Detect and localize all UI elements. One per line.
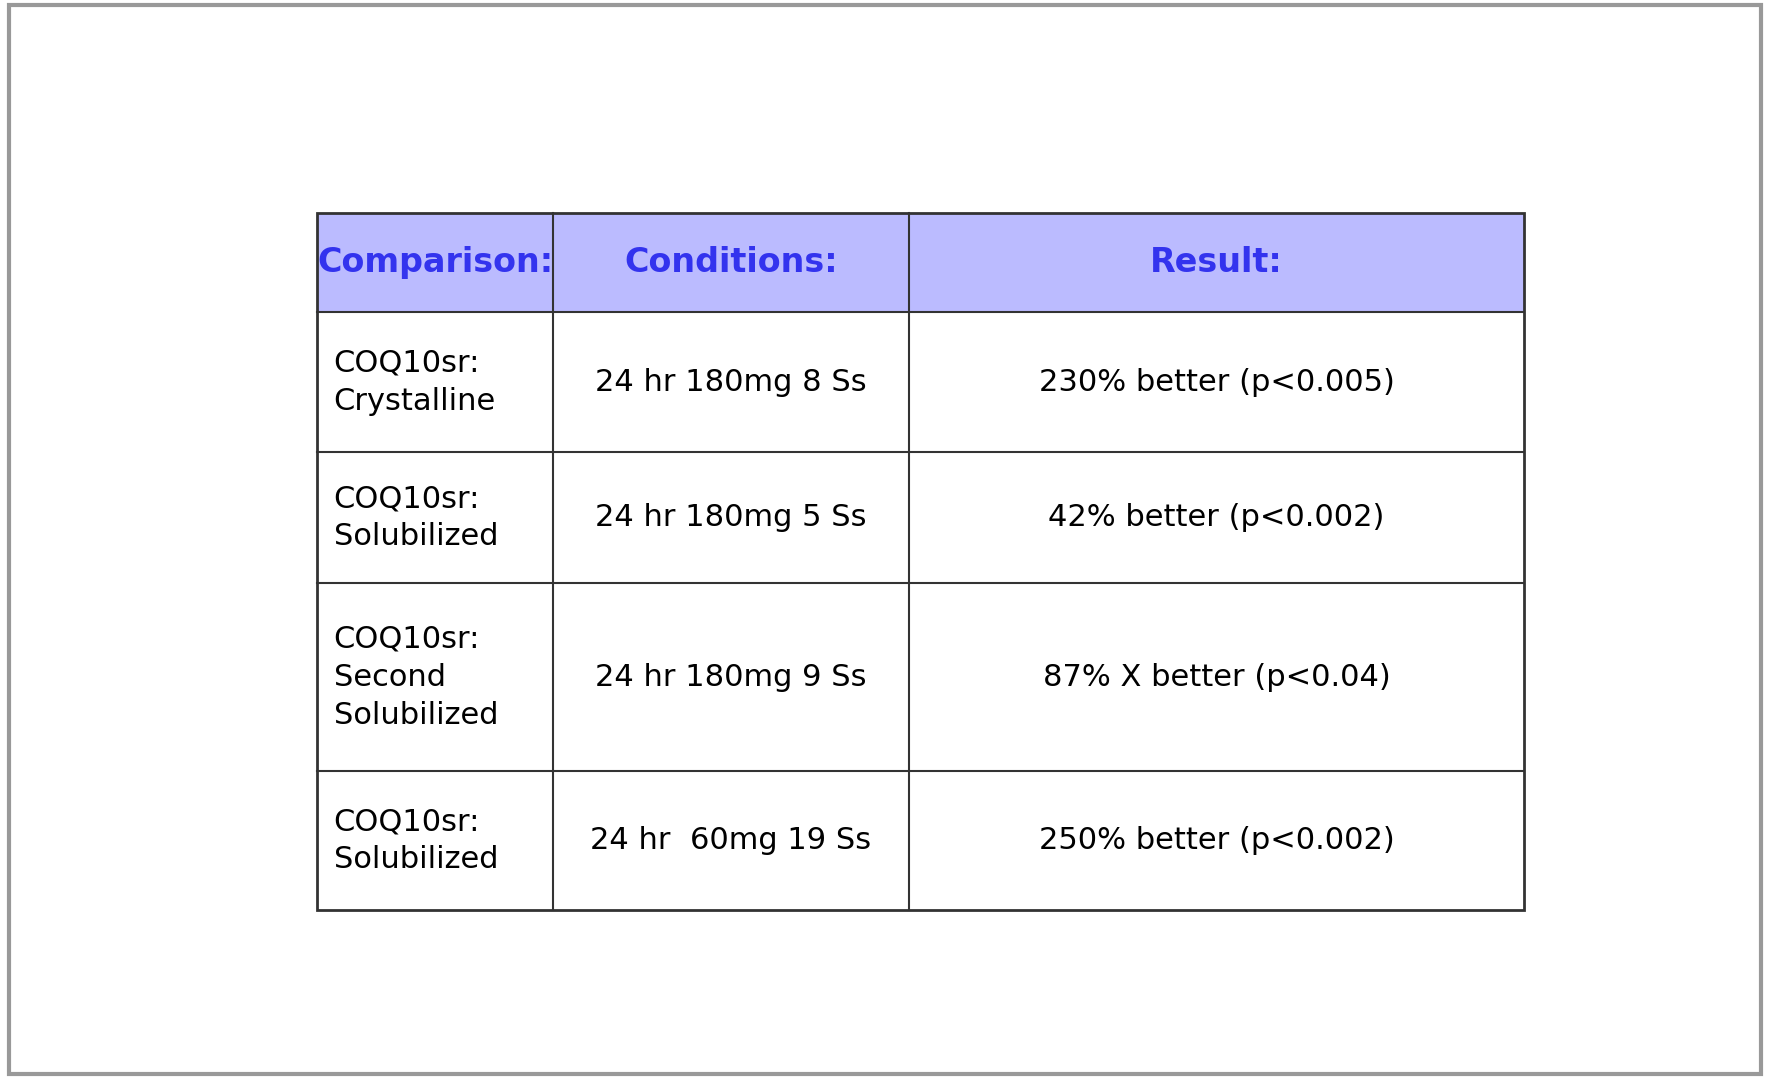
Text: 24 hr  60mg 19 Ss: 24 hr 60mg 19 Ss [589, 827, 871, 856]
Text: COQ10sr:
Crystalline: COQ10sr: Crystalline [335, 349, 496, 415]
Text: 250% better (p<0.002): 250% better (p<0.002) [1039, 827, 1395, 856]
Text: COQ10sr:
Solubilized: COQ10sr: Solubilized [335, 484, 497, 551]
Text: 87% X better (p<0.04): 87% X better (p<0.04) [1043, 663, 1391, 692]
Text: COQ10sr:
Solubilized: COQ10sr: Solubilized [335, 807, 497, 874]
Text: 24 hr 180mg 5 Ss: 24 hr 180mg 5 Ss [595, 503, 867, 532]
Text: 42% better (p<0.002): 42% better (p<0.002) [1048, 503, 1384, 532]
Text: Comparison:: Comparison: [317, 246, 552, 278]
Text: 24 hr 180mg 8 Ss: 24 hr 180mg 8 Ss [595, 368, 867, 397]
Text: Result:: Result: [1150, 246, 1283, 278]
Text: 24 hr 180mg 9 Ss: 24 hr 180mg 9 Ss [595, 663, 867, 692]
Text: COQ10sr:
Second
Solubilized: COQ10sr: Second Solubilized [335, 625, 497, 729]
Text: 230% better (p<0.005): 230% better (p<0.005) [1039, 368, 1395, 397]
Text: Conditions:: Conditions: [623, 246, 837, 278]
